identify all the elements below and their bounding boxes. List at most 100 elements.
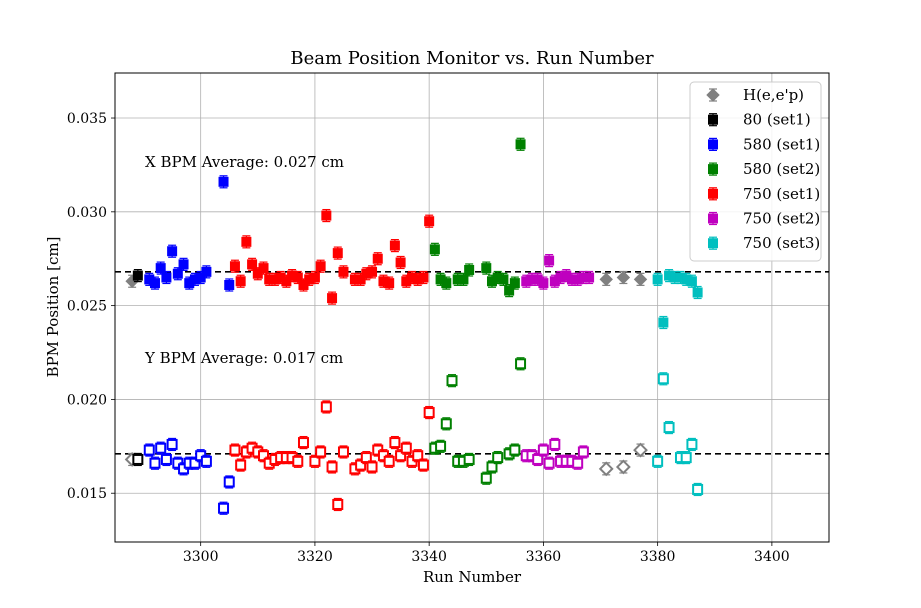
marker-shape [338, 266, 349, 277]
x-tick-label: 3360 [526, 549, 562, 565]
marker-shape [652, 274, 663, 285]
marker-shape [498, 274, 509, 285]
marker-shape [155, 442, 167, 454]
marker-shape [400, 442, 412, 454]
marker-shape [538, 278, 549, 289]
x-bpm-point [686, 274, 697, 288]
y-bpm-point [132, 452, 144, 467]
x-bpm-point [178, 257, 189, 271]
marker-shape [355, 459, 367, 471]
marker-shape [708, 164, 718, 175]
marker-shape [315, 261, 326, 272]
x-bpm-point [372, 252, 383, 266]
marker-shape [309, 455, 321, 467]
y-bpm-point [440, 417, 452, 431]
marker-shape [292, 272, 303, 283]
x-tick-label: 3300 [183, 549, 219, 565]
marker-shape [383, 455, 395, 467]
marker-shape [143, 444, 155, 456]
x-bpm-point [247, 257, 258, 271]
y-bpm-point [160, 452, 172, 467]
marker-shape [652, 455, 664, 467]
marker-shape [633, 442, 648, 458]
x-tick-label: 3340 [411, 549, 447, 565]
y-bpm-point [355, 458, 367, 472]
axis-ticks: 3300 3320 3340 3360 3380 3400 0.015 0.020 0.025 0… [67, 111, 790, 565]
y-bpm-point [258, 449, 270, 463]
marker-shape [599, 272, 613, 287]
x-bpm-point [498, 272, 509, 286]
x-average-annotation: X BPM Average: 0.027 cm [145, 153, 344, 171]
x-bpm-point [389, 238, 400, 253]
x-bpm-point [132, 269, 143, 283]
x-bpm-point [633, 272, 648, 287]
x-bpm-point [167, 244, 178, 258]
y-bpm-point [423, 405, 435, 420]
marker-shape [200, 455, 212, 467]
x-tick-label: 3320 [297, 549, 333, 565]
x-bpm-point [658, 315, 669, 330]
y-bpm-point [218, 501, 230, 515]
y-tick-label: 0.020 [67, 392, 107, 408]
plot-frame [114, 72, 830, 543]
marker-shape [584, 272, 595, 283]
y-bpm-point [383, 454, 395, 468]
y-bpm-point [223, 475, 235, 489]
marker-shape [549, 438, 561, 450]
x-bpm-point [327, 291, 338, 305]
y-bpm-point [633, 442, 648, 458]
marker-shape [435, 440, 447, 452]
marker-shape [320, 401, 332, 413]
x-bpm-point [584, 270, 595, 285]
marker-shape [366, 461, 378, 473]
x-bpm-point [321, 208, 332, 223]
marker-shape [463, 453, 475, 465]
marker-shape [543, 457, 555, 469]
marker-shape [515, 358, 527, 370]
x-bpm-point [616, 270, 631, 285]
marker-shape [686, 276, 697, 287]
marker-shape [480, 472, 492, 484]
marker-shape [315, 446, 327, 458]
y-bpm-point [492, 450, 504, 465]
y-bpm-point [229, 443, 241, 457]
marker-shape [537, 444, 549, 456]
marker-shape [663, 422, 675, 434]
y-bpm-point [360, 450, 372, 465]
x-bpm-point [258, 261, 269, 275]
marker-shape [395, 450, 407, 462]
x-bpm-point [338, 265, 349, 279]
legend-label: H(e,e'p) [743, 86, 804, 104]
legend-marker [708, 187, 718, 201]
marker-shape [389, 437, 401, 449]
legend-label: 80 (set1) [743, 111, 811, 129]
marker-shape [367, 266, 378, 277]
marker-shape [532, 453, 544, 465]
y-bpm-point [674, 450, 686, 465]
x-bpm-point [161, 270, 172, 285]
y-bpm-point [680, 450, 692, 465]
x-bpm-point [315, 259, 326, 273]
y-bpm-point [395, 449, 407, 463]
marker-shape [680, 452, 692, 464]
x-bpm-point [464, 263, 475, 277]
marker-shape [598, 461, 614, 477]
marker-shape [218, 176, 229, 187]
x-bpm-point [367, 265, 378, 279]
x-bpm-point [515, 137, 526, 151]
x-bpm-point [235, 274, 246, 288]
y-bpm-point [195, 449, 207, 463]
x-bpm-point [458, 272, 469, 286]
y-bpm-point [663, 420, 675, 435]
marker-shape [509, 444, 521, 456]
x-bpm-point [599, 272, 613, 287]
marker-shape [658, 317, 669, 328]
marker-shape [360, 452, 372, 464]
marker-shape [384, 278, 395, 289]
marker-shape [223, 476, 235, 488]
x-tick-label: 3380 [640, 549, 676, 565]
marker-shape [708, 213, 718, 224]
y-bpm-point [463, 452, 475, 467]
marker-shape [297, 437, 309, 449]
legend-marker [706, 88, 720, 102]
